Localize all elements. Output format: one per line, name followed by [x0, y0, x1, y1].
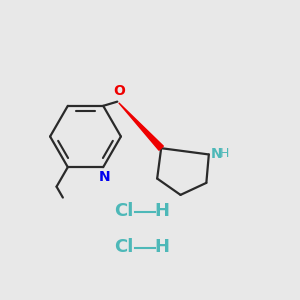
Polygon shape	[119, 103, 164, 150]
Text: O: O	[113, 84, 125, 98]
Text: N: N	[211, 147, 223, 161]
Text: H: H	[154, 238, 169, 256]
Text: N: N	[99, 170, 110, 184]
Text: Cl: Cl	[114, 202, 133, 220]
Text: H: H	[154, 202, 169, 220]
Text: Cl: Cl	[114, 238, 133, 256]
Text: H: H	[220, 147, 230, 161]
